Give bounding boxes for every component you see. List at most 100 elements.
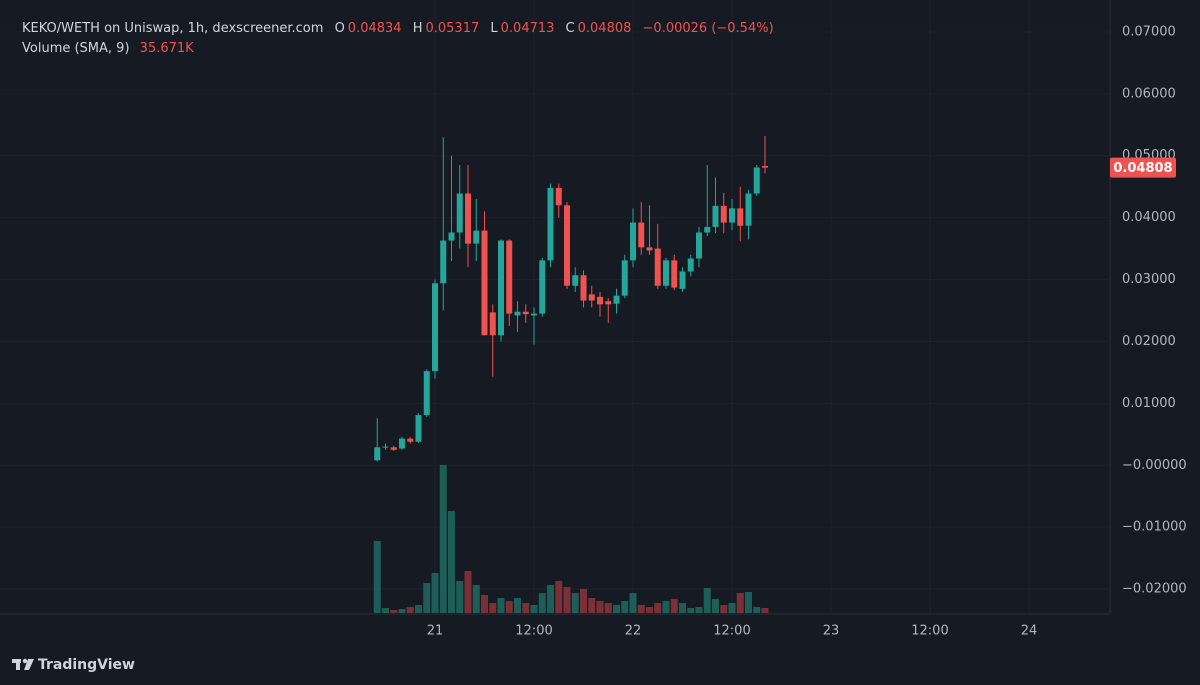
volume-bar bbox=[522, 603, 530, 613]
candle-body bbox=[440, 240, 447, 284]
volume-bar bbox=[472, 585, 480, 613]
candle-body bbox=[539, 260, 546, 314]
candle-body bbox=[547, 187, 554, 261]
candle-body bbox=[761, 166, 768, 168]
x-tick-label: 21 bbox=[427, 624, 444, 639]
volume-bar bbox=[505, 601, 513, 613]
volume-bar bbox=[588, 598, 596, 613]
volume-bar bbox=[373, 541, 381, 613]
candle-body bbox=[597, 296, 604, 305]
logo-shape bbox=[22, 658, 28, 664]
volume-bar bbox=[398, 609, 406, 613]
candle-body bbox=[506, 240, 513, 314]
candle-body bbox=[605, 301, 612, 305]
volume-bar bbox=[646, 607, 654, 613]
y-tick-label: −0.00000 bbox=[1122, 458, 1187, 473]
y-tick-label: 0.03000 bbox=[1122, 272, 1176, 287]
ohlc-key: C bbox=[565, 21, 575, 36]
volume-bar bbox=[728, 603, 736, 613]
ohlc-value: 0.04808 bbox=[577, 21, 632, 36]
volume-bar bbox=[670, 599, 678, 613]
candle-body bbox=[737, 208, 744, 226]
candle-body bbox=[671, 260, 678, 288]
volume-bar bbox=[571, 593, 579, 613]
candle-body bbox=[753, 167, 760, 194]
volume-bar bbox=[563, 587, 571, 613]
volume-bar bbox=[448, 511, 456, 613]
candle-body bbox=[572, 275, 579, 286]
y-tick-label: 0.02000 bbox=[1122, 334, 1176, 349]
volume-bar bbox=[464, 571, 472, 613]
y-tick-label: −0.02000 bbox=[1122, 582, 1187, 597]
candle-body bbox=[423, 371, 430, 416]
candle-body bbox=[448, 232, 455, 241]
ohlc-value: 0.04713 bbox=[500, 21, 555, 36]
y-tick-label: 0.06000 bbox=[1122, 86, 1176, 101]
volume-bar bbox=[547, 585, 555, 613]
volume-bar bbox=[753, 607, 761, 613]
candle-body bbox=[415, 415, 422, 442]
price-tag-label: 0.04808 bbox=[1113, 161, 1172, 176]
candle-body bbox=[646, 247, 653, 251]
y-tick-label: −0.01000 bbox=[1122, 520, 1187, 535]
candle-body bbox=[704, 226, 711, 233]
volume-header: Volume (SMA, 9) 35.671K bbox=[22, 41, 197, 56]
candle-body bbox=[489, 312, 496, 336]
volume-bar bbox=[431, 573, 439, 613]
x-tick-label: 24 bbox=[1021, 624, 1038, 639]
candle-body bbox=[638, 222, 645, 248]
ohlc-key: O bbox=[334, 21, 345, 36]
candle-body bbox=[720, 205, 727, 223]
ohlc-key: H bbox=[412, 21, 423, 36]
volume-bar bbox=[744, 592, 752, 613]
candle-body bbox=[564, 205, 571, 286]
candle-body bbox=[456, 193, 463, 233]
candle-body bbox=[374, 447, 381, 461]
volume-bar bbox=[530, 605, 538, 613]
x-tick-label: 12:00 bbox=[713, 624, 750, 639]
volume-bar bbox=[662, 601, 670, 613]
volume-bar bbox=[423, 583, 431, 613]
volume-bar bbox=[390, 610, 398, 613]
logo-shape bbox=[24, 659, 34, 670]
candle-body bbox=[432, 283, 439, 372]
volume-bar bbox=[637, 605, 645, 613]
candle-body bbox=[630, 222, 637, 261]
candle-body bbox=[663, 260, 669, 286]
volume-bar bbox=[596, 601, 604, 613]
volume-bar bbox=[514, 598, 522, 613]
logo-shape bbox=[16, 659, 20, 670]
volume-bar bbox=[538, 593, 546, 613]
volume-bar bbox=[456, 581, 464, 613]
candle-body bbox=[465, 193, 472, 244]
pair-title: KEKO/WETH on Uniswap, 1h, dexscreener.co… bbox=[22, 21, 324, 36]
volume-bar bbox=[621, 601, 629, 613]
x-tick-label: 12:00 bbox=[515, 624, 552, 639]
ohlc-key: L bbox=[490, 21, 498, 36]
price-tag bbox=[1110, 157, 1176, 178]
volume-bar bbox=[613, 605, 621, 613]
y-tick-label: 0.01000 bbox=[1122, 396, 1176, 411]
change: −0.00026 (−0.54%) bbox=[642, 21, 774, 36]
candle-body bbox=[555, 187, 562, 206]
volume-bar bbox=[382, 608, 390, 613]
candle-body bbox=[473, 230, 480, 244]
candle-body bbox=[588, 294, 595, 301]
volume-bar bbox=[736, 593, 744, 613]
brand-name: TradingView bbox=[38, 657, 135, 673]
candle-body bbox=[407, 438, 414, 442]
x-tick-label: 23 bbox=[823, 624, 840, 639]
volume-bar bbox=[687, 608, 695, 613]
candle-body bbox=[382, 446, 389, 448]
volume-bar bbox=[711, 599, 719, 613]
volume-bar bbox=[703, 588, 711, 613]
volume-bar bbox=[678, 603, 686, 613]
candle-body bbox=[498, 240, 505, 336]
header: KEKO/WETH on Uniswap, 1h, dexscreener.co… bbox=[22, 21, 777, 36]
candle-body bbox=[712, 205, 719, 227]
candle-body bbox=[580, 275, 587, 301]
volume-bar bbox=[629, 593, 637, 613]
candle-body bbox=[695, 232, 702, 259]
